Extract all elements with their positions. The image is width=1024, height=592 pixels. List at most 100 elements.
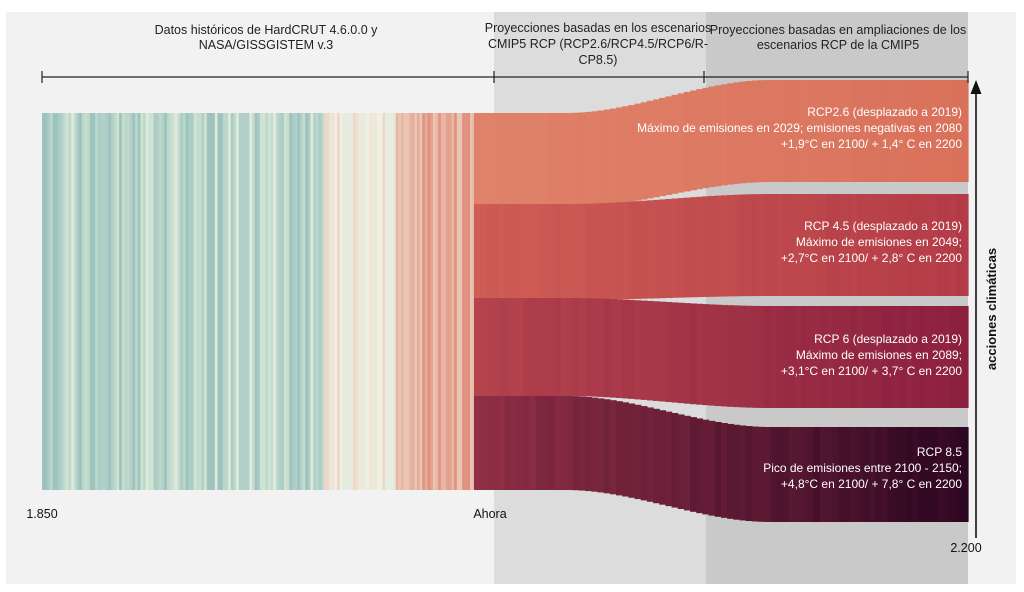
scenario-band-slice-0 xyxy=(597,110,605,207)
historic-stripe xyxy=(451,113,455,490)
scenario-band-slice-0 xyxy=(782,80,790,182)
scenario-band-slice-1 xyxy=(535,204,543,300)
scenario-band-slice-2 xyxy=(486,298,494,396)
scenario-band-slice-3 xyxy=(541,396,549,490)
historic-stripe xyxy=(174,113,179,490)
historic-stripe xyxy=(71,113,75,490)
scenario-band-slice-1 xyxy=(813,194,821,296)
historic-stripe xyxy=(47,113,51,490)
scenario-band-slice-2 xyxy=(801,306,809,408)
scenario-band-slice-0 xyxy=(622,106,629,203)
historic-stripe xyxy=(435,113,439,490)
historic-stripe xyxy=(89,113,94,490)
historic-stripe xyxy=(129,113,133,490)
scenario-band-slice-1 xyxy=(912,194,920,296)
scenario-band-slice-0 xyxy=(819,80,827,182)
scenario-band-slice-3 xyxy=(504,396,512,490)
rcp45-label-line-3: +2,7°C en 2100/ + 2,8° C en 2200 xyxy=(781,251,962,265)
scenario-band-slice-1 xyxy=(566,203,574,300)
scenario-band-slice-0 xyxy=(646,100,654,199)
historic-stripe xyxy=(462,113,466,490)
scenario-band-slice-0 xyxy=(603,109,611,206)
scenario-band-slice-0 xyxy=(788,80,796,182)
historic-stripe xyxy=(161,113,165,490)
scenario-band-slice-1 xyxy=(721,195,728,297)
rcp6-label-line-2: Máximo de emisiones en 2089; xyxy=(796,348,962,362)
scenario-band-slice-2 xyxy=(739,305,747,408)
scenario-band-slice-2 xyxy=(659,301,667,402)
scenario-band-slice-1 xyxy=(869,194,876,296)
historic-stripe xyxy=(342,113,346,490)
historic-stripe xyxy=(464,113,469,490)
scenario-band-slice-2 xyxy=(788,306,796,408)
scenario-band-slice-1 xyxy=(529,204,537,300)
scenario-band-slice-3 xyxy=(850,427,858,522)
scenario-band-slice-0 xyxy=(572,112,580,208)
scenario-band-slice-1 xyxy=(727,194,734,297)
scenario-band-slice-2 xyxy=(782,306,790,408)
scenario-band-slice-0 xyxy=(690,90,697,191)
historic-stripe xyxy=(456,113,461,490)
historic-stripe xyxy=(212,113,216,490)
scenario-band-slice-0 xyxy=(961,80,969,182)
historic-stripe xyxy=(307,113,312,490)
scenario-band-slice-3 xyxy=(795,427,802,522)
historic-stripe xyxy=(305,113,309,490)
scenario-band-slice-2 xyxy=(770,306,778,408)
scenario-band-slice-1 xyxy=(832,194,839,296)
scenario-band-slice-3 xyxy=(955,427,963,522)
historic-stripe xyxy=(158,113,163,490)
scenario-band-slice-3 xyxy=(918,427,926,522)
scenario-band-slice-1 xyxy=(795,194,802,296)
scenario-band-slice-2 xyxy=(918,306,926,408)
rcp85-label-line-2: Pico de emisiones entre 2100 - 2150; xyxy=(763,461,962,475)
scenario-band-slice-3 xyxy=(887,427,895,522)
scenario-band-slice-0 xyxy=(628,104,636,202)
historic-stripe xyxy=(347,113,352,490)
scenario-band-slice-1 xyxy=(924,194,932,296)
scenario-band-slice-2 xyxy=(751,305,759,408)
scenario-band-slice-3 xyxy=(721,423,728,518)
scenario-band-slice-1 xyxy=(597,203,605,300)
scenario-band-slice-2 xyxy=(955,306,963,408)
scenario-band-slice-1 xyxy=(616,202,623,300)
scenario-band-slice-3 xyxy=(517,396,524,490)
historic-stripe xyxy=(432,113,437,490)
scenario-band-slice-3 xyxy=(825,427,833,522)
scenario-band-slice-0 xyxy=(585,111,592,208)
scenario-band-slice-3 xyxy=(634,404,642,500)
scenario-band-slice-0 xyxy=(665,96,673,195)
scenario-band-slice-0 xyxy=(560,113,568,208)
scenario-band-slice-1 xyxy=(603,202,611,300)
scenario-band-slice-1 xyxy=(591,203,599,300)
scenario-band-slice-1 xyxy=(474,204,481,300)
historic-stripe xyxy=(217,113,221,490)
scenario-band-slice-3 xyxy=(498,396,506,490)
scenario-band-slice-0 xyxy=(548,113,555,208)
scenario-band-slice-3 xyxy=(751,426,759,522)
scenario-band-slice-0 xyxy=(696,89,704,190)
historic-stripe xyxy=(132,113,136,490)
scenario-band-slice-0 xyxy=(801,80,809,182)
historic-stripe xyxy=(371,113,375,490)
scenario-band-slice-2 xyxy=(474,298,481,396)
scenario-band-slice-2 xyxy=(869,306,876,408)
scenario-band-slice-3 xyxy=(554,396,562,490)
historic-stripe xyxy=(427,113,431,490)
scenario-band-slice-2 xyxy=(745,305,753,408)
historic-stripe xyxy=(233,113,237,490)
scenario-band-slice-1 xyxy=(572,203,580,300)
scenario-band-slice-1 xyxy=(887,194,895,296)
historic-stripe xyxy=(225,113,229,490)
historic-stripe xyxy=(387,113,391,490)
scenario-band-slice-0 xyxy=(776,80,784,182)
scenario-band-slice-2 xyxy=(609,299,617,398)
scenario-band-slice-0 xyxy=(770,80,778,182)
scenario-band-slice-1 xyxy=(881,194,889,296)
scenario-band-slice-0 xyxy=(949,80,957,182)
scenario-band-slice-0 xyxy=(758,80,765,183)
scenario-band-slice-3 xyxy=(739,425,747,521)
scenario-band-slice-3 xyxy=(492,396,500,490)
scenario-band-slice-3 xyxy=(906,427,914,522)
scenario-band-slice-2 xyxy=(881,306,889,408)
